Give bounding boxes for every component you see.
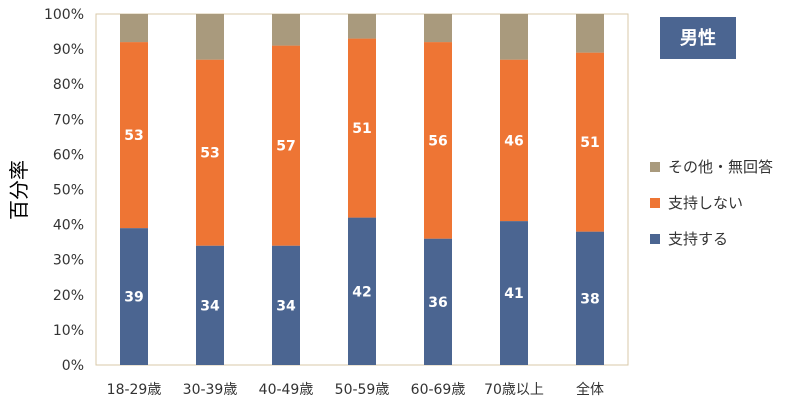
x-tick-label: 全体: [576, 381, 604, 398]
bar-value-label: 53: [124, 128, 143, 144]
bar-segment: [348, 38, 376, 218]
x-tick-label: 50-59歳: [335, 382, 390, 398]
bar-segment: [196, 59, 224, 246]
y-tick-label: 20%: [53, 288, 84, 304]
bar-value-label: 51: [352, 121, 371, 137]
bar-value-label: 34: [200, 298, 220, 314]
bar-value-label: 38: [580, 291, 599, 307]
x-tick-label: 70歳以上: [484, 382, 544, 398]
legend-swatch: [650, 234, 660, 244]
bar-segment: [576, 14, 604, 53]
bar-segment: [272, 245, 300, 365]
bar-value-label: 42: [352, 284, 371, 300]
y-tick-label: 80%: [53, 77, 84, 93]
bar-segment: [196, 14, 224, 60]
x-axis-ticks: 18-29歳 30-39歳 40-49歳 50-59歳 60-69歳 70歳以上 全体: [107, 381, 604, 398]
legend-entry: 支持しない: [668, 194, 743, 212]
y-tick-label: 90%: [53, 42, 84, 58]
bar-value-label: 46: [504, 133, 523, 149]
bar-value-label: 36: [428, 295, 447, 311]
y-axis-ticks: 0% 10% 20% 30% 40% 50% 60% 70% 80% 90% 100%: [44, 7, 84, 374]
y-tick-label: 100%: [44, 7, 84, 23]
bar-segment: [348, 14, 376, 39]
y-tick-label: 40%: [53, 218, 84, 234]
bar-value-label: 57: [276, 139, 295, 155]
bar-segment: [120, 42, 148, 229]
bar-segment: [500, 221, 528, 365]
bar-segment: [120, 228, 148, 365]
bar-segment: [196, 245, 224, 365]
bar-segment: [500, 14, 528, 60]
bar-value-label: 39: [124, 290, 143, 306]
bar-value-label: 51: [580, 135, 599, 151]
bar-value-label: 56: [428, 133, 447, 149]
legend-entry: 支持する: [668, 230, 728, 248]
bar-segment: [424, 14, 452, 43]
x-tick-label: 40-49歳: [259, 382, 314, 398]
legend-swatch: [650, 198, 660, 208]
bars: 39 53 34 53 34 57 42 51 36 56 41 46 38 51: [120, 14, 604, 365]
y-axis-label: 百分率: [7, 160, 31, 220]
x-tick-label: 18-29歳: [107, 382, 162, 398]
y-tick-label: 50%: [53, 183, 84, 199]
bar-segment: [576, 52, 604, 232]
bar-segment: [424, 238, 452, 365]
y-tick-label: 30%: [53, 253, 84, 269]
bar-segment: [424, 42, 452, 239]
bar-segment: [348, 217, 376, 365]
y-tick-label: 70%: [53, 112, 84, 128]
y-tick-label: 60%: [53, 147, 84, 163]
gender-badge-label: 男性: [680, 27, 716, 49]
gender-badge-background: [660, 17, 736, 59]
bar-segment: [576, 231, 604, 365]
bar-segment: [500, 59, 528, 222]
x-tick-label: 30-39歳: [183, 382, 238, 398]
bar-segment: [272, 45, 300, 246]
gender-badge: 男性: [660, 17, 736, 59]
bar-segment: [272, 14, 300, 46]
bar-value-label: 41: [504, 286, 523, 302]
x-tick-label: 60-69歳: [411, 382, 466, 398]
y-tick-label: 0%: [62, 358, 84, 374]
bar-segment: [120, 14, 148, 43]
legend-entry: その他・無回答: [668, 158, 773, 176]
y-tick-label: 10%: [53, 323, 84, 339]
bar-value-label: 53: [200, 146, 219, 162]
bar-value-label: 34: [276, 298, 296, 314]
legend-swatch: [650, 162, 660, 172]
